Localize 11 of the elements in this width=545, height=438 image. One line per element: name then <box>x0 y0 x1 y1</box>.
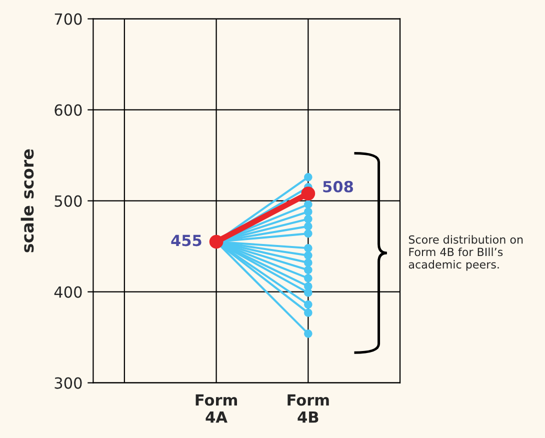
y-tick-label: 600 <box>54 104 82 116</box>
x-tick-label: Form 4A <box>196 394 237 423</box>
data-label: 455 <box>171 234 202 246</box>
text: Score distribution on Form 4B for BIll’s academic peers. <box>408 235 523 271</box>
data-label: 508 <box>323 180 353 192</box>
y-tick-label: 500 <box>54 195 82 207</box>
y-tick-label: 700 <box>54 13 82 25</box>
y-tick-label: 400 <box>54 286 82 298</box>
y-axis-title: scale score <box>20 149 34 252</box>
y-tick-label: 300 <box>54 377 82 389</box>
x-tick-label: Form 4B <box>288 394 329 423</box>
